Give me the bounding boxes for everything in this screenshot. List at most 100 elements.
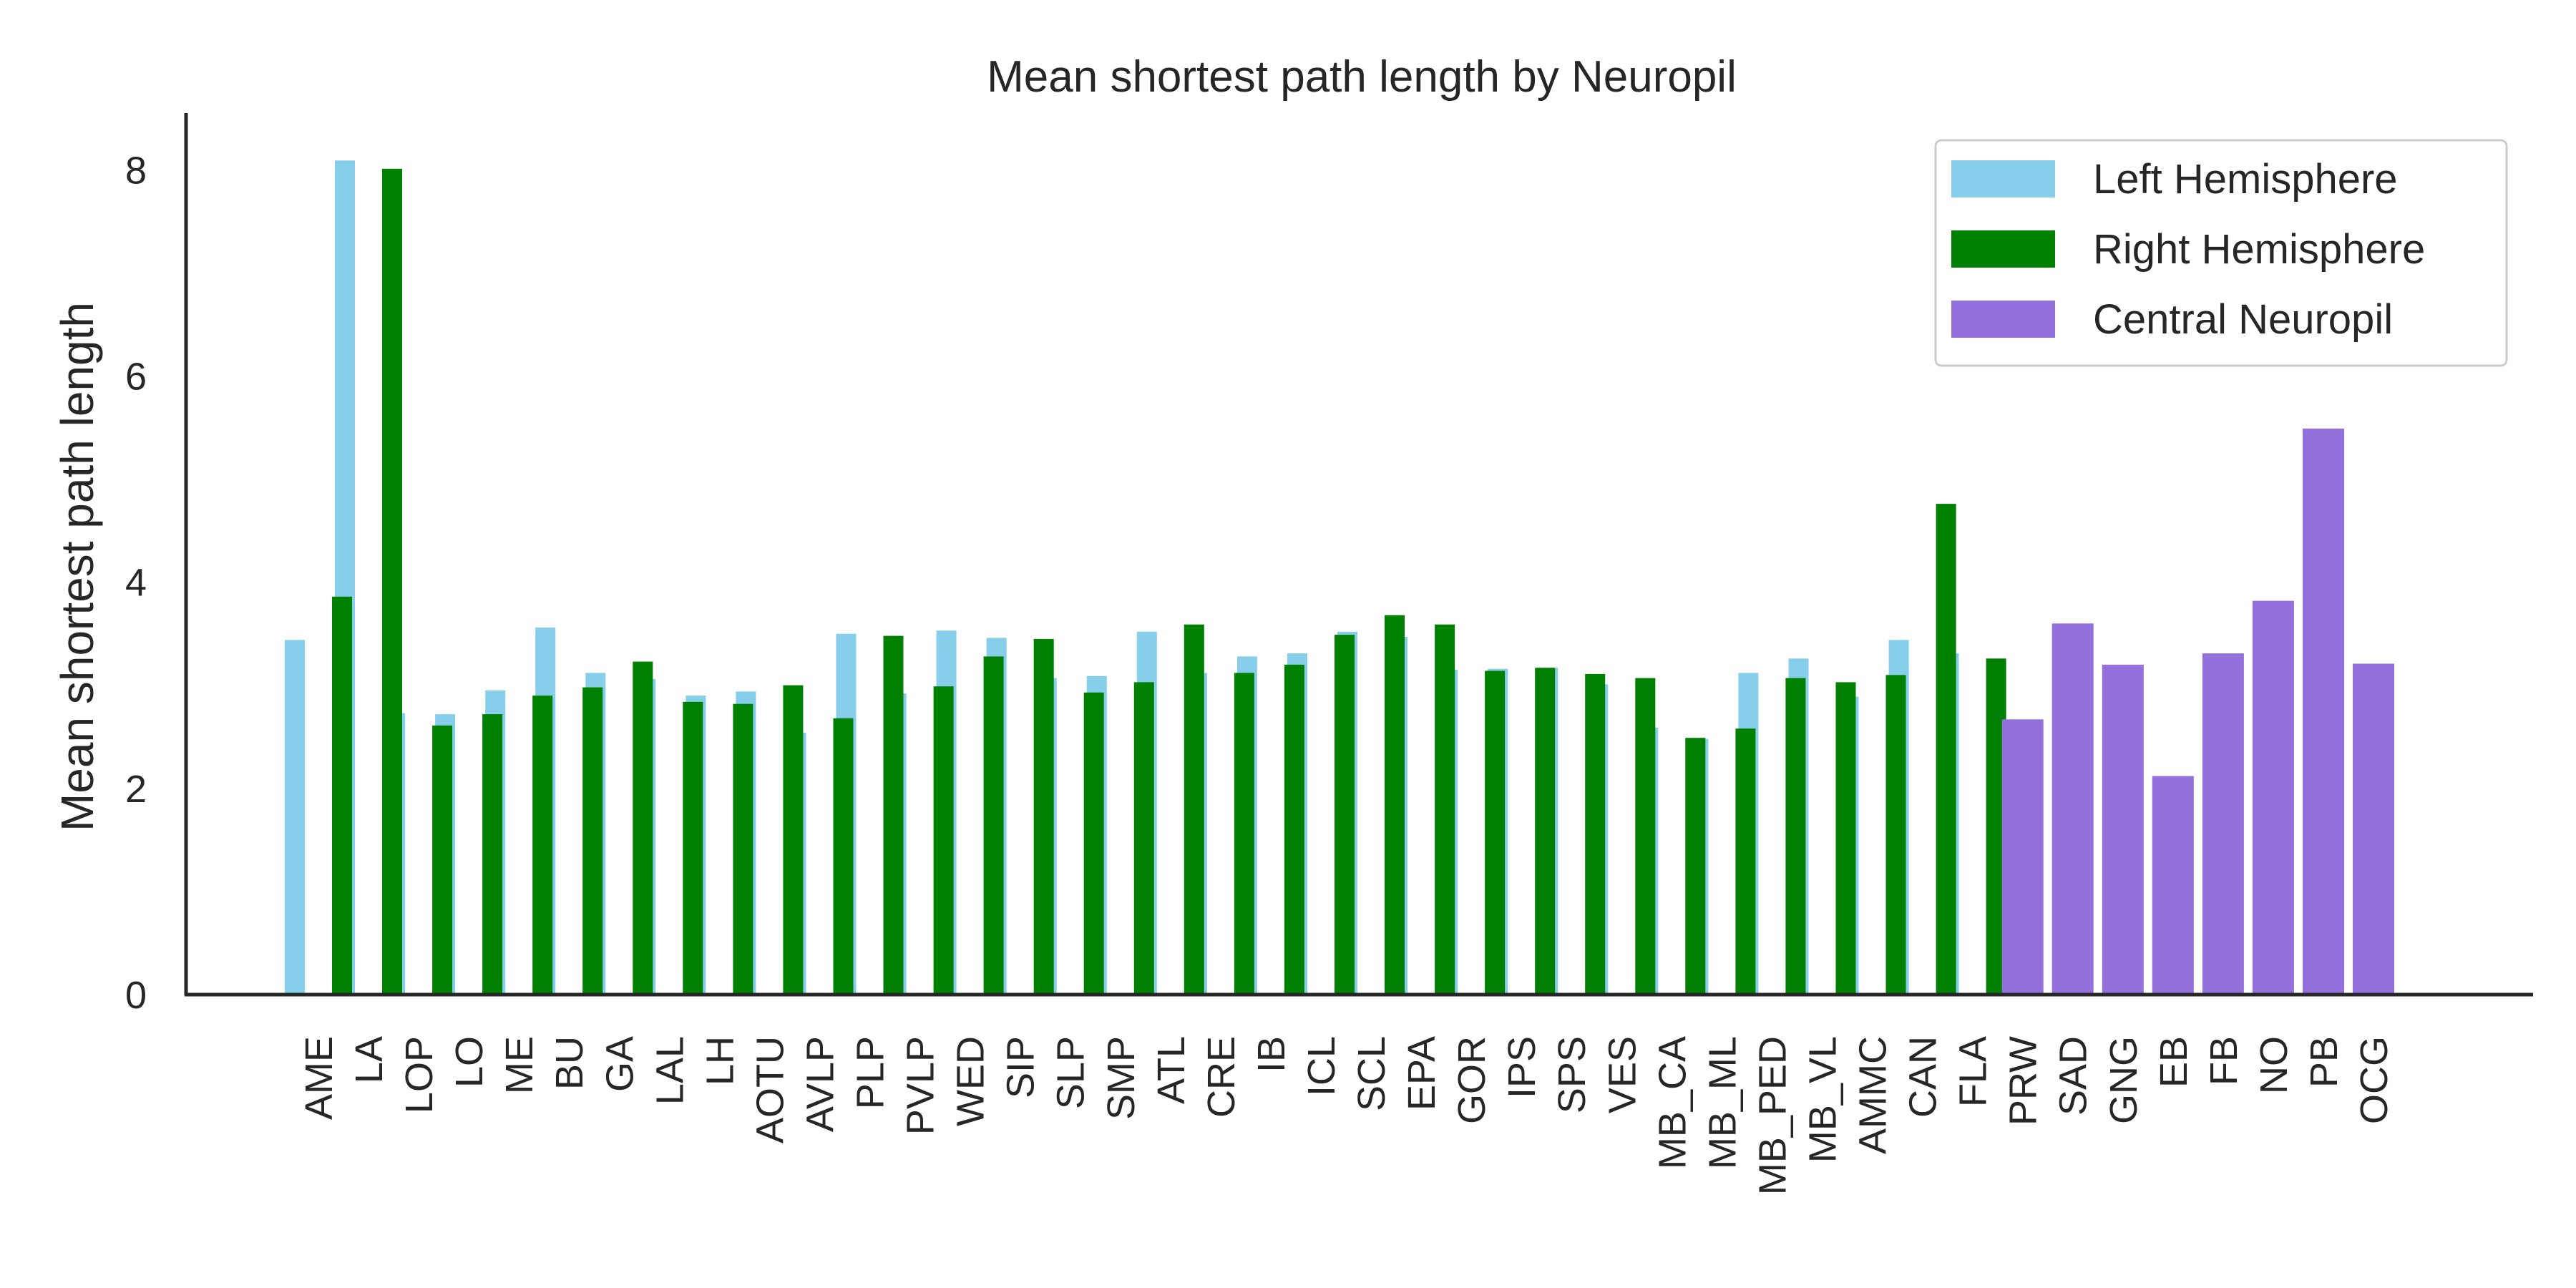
x-tick-label: IB xyxy=(1250,1036,1293,1073)
x-tick-label: LH xyxy=(698,1036,741,1085)
x-tick-label: SPS xyxy=(1551,1036,1594,1113)
x-tick-label: BU xyxy=(548,1036,591,1090)
bar-bu-right-hemisphere xyxy=(582,687,603,995)
x-tick-label: NO xyxy=(2253,1036,2296,1094)
bar-mb-vl-right-hemisphere xyxy=(1835,682,1856,995)
x-tick-label: AOTU xyxy=(748,1036,791,1143)
x-tick-label: ATL xyxy=(1150,1036,1193,1104)
bar-me-right-hemisphere xyxy=(532,696,553,995)
x-tick-label: LA xyxy=(348,1036,391,1083)
x-tick-label: FLA xyxy=(1952,1036,1995,1107)
bar-eb-central-neuropil xyxy=(2152,776,2194,995)
bar-avlp-right-hemisphere xyxy=(833,718,854,995)
x-tick-label: LO xyxy=(448,1036,491,1088)
bar-no-central-neuropil xyxy=(2252,600,2294,995)
bar-ga-right-hemisphere xyxy=(633,661,653,995)
bar-prw-central-neuropil xyxy=(2001,719,2044,995)
x-tick-label: CAN xyxy=(1902,1036,1945,1118)
x-axis-ticks: AME LA LOP LO ME BU GA LAL LH AOTU AVLP PLP PVLP WED S… xyxy=(298,1036,2396,1195)
bar-mb-ml-right-hemisphere xyxy=(1735,728,1756,995)
y-tick-label: 2 xyxy=(125,768,147,811)
x-tick-label: OCG xyxy=(2353,1036,2396,1124)
x-tick-label: SAD xyxy=(2052,1036,2095,1116)
bar-lal-right-hemisphere xyxy=(683,701,703,995)
x-tick-label: MB_VL xyxy=(1802,1036,1845,1163)
bar-plp-right-hemisphere xyxy=(883,635,904,995)
bar-smp-right-hemisphere xyxy=(1133,682,1154,995)
bar-can-right-hemisphere xyxy=(1936,504,1956,995)
bar-wed-right-hemisphere xyxy=(983,656,1004,995)
x-tick-label: SMP xyxy=(1100,1036,1143,1120)
x-tick-label: EPA xyxy=(1400,1036,1443,1111)
legend-swatch xyxy=(1951,160,2055,197)
x-tick-label: PLP xyxy=(849,1036,892,1109)
legend-label: Right Hemisphere xyxy=(2093,226,2425,273)
bars-group xyxy=(285,160,2394,995)
x-tick-label: VES xyxy=(1601,1036,1644,1113)
bar-sip-right-hemisphere xyxy=(1033,638,1054,995)
chart-title: Mean shortest path length by Neuropil xyxy=(987,52,1737,102)
y-tick-label: 8 xyxy=(125,149,147,192)
x-tick-label: GOR xyxy=(1450,1036,1493,1124)
y-tick-label: 0 xyxy=(125,974,147,1017)
bar-mb-ca-right-hemisphere xyxy=(1685,738,1706,995)
bar-aotu-right-hemisphere xyxy=(783,685,804,995)
x-tick-label: CRE xyxy=(1200,1036,1243,1118)
x-tick-label: ICL xyxy=(1300,1036,1343,1096)
bar-gor-right-hemisphere xyxy=(1485,670,1506,995)
x-tick-label: MB_CA xyxy=(1651,1036,1694,1169)
y-tick-label: 6 xyxy=(125,355,147,398)
bar-lo-right-hemisphere xyxy=(482,714,503,995)
x-tick-label: LOP xyxy=(398,1036,441,1113)
y-tick-label: 4 xyxy=(125,562,147,605)
x-tick-label: EB xyxy=(2152,1036,2195,1088)
x-tick-label: GA xyxy=(598,1036,641,1092)
bar-ocg-central-neuropil xyxy=(2353,663,2394,995)
x-tick-label: FB xyxy=(2202,1036,2245,1085)
bar-ves-right-hemisphere xyxy=(1635,678,1656,995)
legend-frame xyxy=(1934,139,2508,367)
bar-pb-central-neuropil xyxy=(2303,428,2344,995)
bar-atl-right-hemisphere xyxy=(1184,624,1204,995)
x-tick-label: ME xyxy=(498,1036,541,1094)
x-tick-label: LAL xyxy=(648,1036,691,1105)
bar-icl-right-hemisphere xyxy=(1335,635,1355,995)
x-tick-label: IPS xyxy=(1501,1036,1543,1098)
y-axis-title: Mean shortest path length xyxy=(52,302,103,831)
x-tick-label: MB_ML xyxy=(1701,1036,1744,1169)
x-tick-label: GNG xyxy=(2102,1036,2145,1124)
x-tick-label: AVLP xyxy=(799,1036,842,1132)
bar-scl-right-hemisphere xyxy=(1385,615,1405,995)
bar-sad-central-neuropil xyxy=(2051,623,2094,995)
bar-cre-right-hemisphere xyxy=(1234,673,1254,995)
bar-ips-right-hemisphere xyxy=(1535,668,1556,995)
legend-swatch xyxy=(1951,301,2055,338)
bar-lop-right-hemisphere xyxy=(432,725,453,995)
x-tick-label: PRW xyxy=(2002,1036,2045,1126)
legend-label: Left Hemisphere xyxy=(2093,156,2398,203)
x-tick-label: WED xyxy=(950,1036,992,1126)
legend-label: Central Neuropil xyxy=(2093,296,2393,343)
x-tick-label: SIP xyxy=(1000,1036,1043,1098)
bar-fb-central-neuropil xyxy=(2202,653,2244,995)
bar-ame-left-hemisphere xyxy=(285,640,305,995)
bar-ammc-right-hemisphere xyxy=(1885,675,1906,995)
x-tick-label: PVLP xyxy=(899,1036,942,1135)
x-tick-label: SCL xyxy=(1350,1036,1393,1111)
bar-epa-right-hemisphere xyxy=(1435,624,1455,995)
bar-lh-right-hemisphere xyxy=(733,703,753,995)
bar-mb-ped-right-hemisphere xyxy=(1785,678,1806,995)
bar-gng-central-neuropil xyxy=(2102,664,2144,995)
bar-ib-right-hemisphere xyxy=(1284,664,1304,995)
legend-swatch xyxy=(1951,230,2055,268)
y-axis-ticks: 0 2 4 6 8 xyxy=(125,149,147,1017)
x-tick-label: AME xyxy=(298,1036,341,1120)
bar-la-right-hemisphere xyxy=(382,168,402,995)
x-tick-label: SLP xyxy=(1050,1036,1093,1109)
bar-sps-right-hemisphere xyxy=(1585,673,1606,995)
legend: Left Hemisphere Right Hemisphere Central N… xyxy=(1934,139,2508,367)
x-tick-label: PB xyxy=(2303,1036,2346,1088)
x-tick-label: MB_PED xyxy=(1751,1036,1794,1195)
bar-slp-right-hemisphere xyxy=(1083,692,1104,995)
bar-pvlp-right-hemisphere xyxy=(933,686,954,995)
